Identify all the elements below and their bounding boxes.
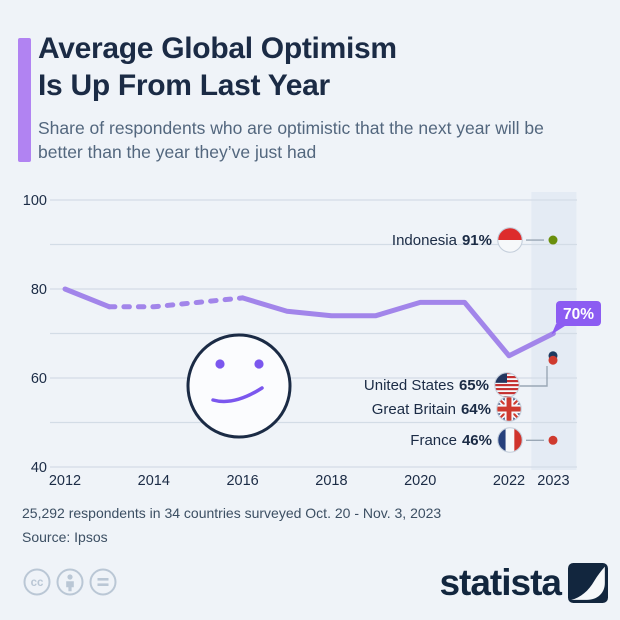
svg-text:cc: cc <box>31 577 44 589</box>
x-tick-label: 2022 <box>493 473 525 489</box>
annotation-value-label: 46% <box>461 431 492 449</box>
annotation-value-label: 65% <box>458 376 489 394</box>
france-dot <box>548 435 558 445</box>
y-tick-label: 60 <box>31 371 47 387</box>
statista-logo-text: statista <box>439 562 562 603</box>
y-tick-label: 80 <box>31 282 47 298</box>
title-accent-bar <box>18 38 31 162</box>
smiley-left-eye <box>215 359 225 369</box>
smiley-right-eye <box>254 359 264 369</box>
indonesia-dot <box>548 235 558 245</box>
cc-license-icons: cc <box>23 568 117 596</box>
statista-logo[interactable]: statista <box>439 562 608 604</box>
trend-line-solid-start <box>62 286 112 310</box>
indonesia-flag-icon <box>497 227 523 253</box>
value-callout <box>556 301 601 326</box>
annotation-country-label: Indonesia <box>391 231 457 249</box>
title-line-1: Average Global Optimism <box>38 32 397 65</box>
value-callout-tail <box>551 324 568 335</box>
smiley-face <box>186 333 292 439</box>
trend-line-solid <box>240 295 556 359</box>
great-britain-dot <box>548 355 558 365</box>
source-line: Source: Ipsos <box>22 529 108 545</box>
x-tick-label: 2016 <box>226 473 258 489</box>
annotation-country-label: United States <box>363 376 454 394</box>
x-tick-label: 2023 <box>537 473 569 489</box>
x-tick-label: 2014 <box>138 473 170 489</box>
annotation-united-states: United States 65% <box>364 372 520 398</box>
annotation-country-label: Great Britain <box>371 400 456 418</box>
great-britain-flag-icon <box>496 396 522 422</box>
x-tick-label: 2018 <box>315 473 347 489</box>
us-gb-elbow-connector <box>518 366 548 387</box>
cc-equal-icon[interactable] <box>89 568 117 596</box>
y-tick-label: 100 <box>23 193 47 209</box>
annotation-country-label: France <box>410 431 457 449</box>
annotation-france: France 46% <box>410 427 523 453</box>
page-subtitle: Share of respondents who are optimistic … <box>38 118 544 162</box>
france-flag-icon <box>497 427 523 453</box>
y-tick-label: 40 <box>31 460 47 476</box>
trend-line-dashed <box>106 295 246 310</box>
annotation-great-britain: Great Britain 64% <box>372 396 522 422</box>
page-title: Average Global Optimism Is Up From Last … <box>38 30 397 104</box>
smiley-mouth <box>211 386 264 404</box>
united-states-flag-icon <box>494 372 520 398</box>
title-line-2: Is Up From Last Year <box>38 69 330 102</box>
cc-icon[interactable]: cc <box>23 568 51 596</box>
statista-logo-mark-icon <box>568 563 608 603</box>
annotation-value-label: 64% <box>460 400 491 418</box>
x-tick-label: 2020 <box>404 473 436 489</box>
optimism-line-chart: 40 60 80 100 2012 2014 2016 2018 2020 2022 2023 70% <box>23 192 601 489</box>
cc-attribution-icon[interactable] <box>56 568 84 596</box>
value-callout-label: 70% <box>563 306 594 323</box>
survey-note: 25,292 respondents in 34 countries surve… <box>22 505 442 521</box>
annotation-value-label: 91% <box>461 231 492 249</box>
x-tick-label: 2012 <box>49 473 81 489</box>
annotation-indonesia: Indonesia 91% <box>392 227 523 253</box>
